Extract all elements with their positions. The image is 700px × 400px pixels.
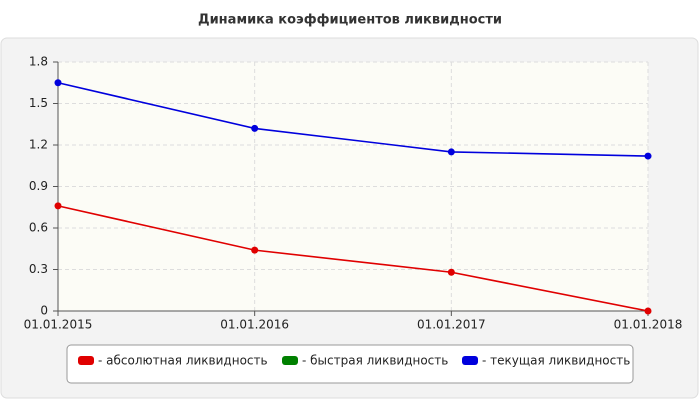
point (644, 152, 652, 160)
legend (66, 344, 634, 384)
point (447, 268, 455, 276)
legend-swatch (78, 356, 94, 365)
point (251, 246, 259, 254)
y-tick-label: 0.9 (29, 179, 48, 193)
x-tick-label: 01.01.2017 (417, 318, 486, 332)
chart-title: Динамика коэффициентов ликвидности (198, 13, 502, 28)
series-line (57, 81, 649, 157)
series-line (57, 205, 649, 312)
x-tick-label: 01.01.2016 (220, 318, 289, 332)
x-tick-label: 01.01.2018 (614, 318, 683, 332)
y-tick-label: 0.6 (29, 221, 48, 235)
point (447, 148, 455, 156)
point (54, 202, 62, 210)
point (251, 124, 259, 132)
point (54, 79, 62, 87)
legend-label: - абсолютная ликвидность (98, 354, 268, 368)
y-tick-label: 0.3 (29, 262, 48, 276)
legend-label: - текущая ликвидность (482, 354, 630, 368)
x-tick-label: 01.01.2015 (24, 318, 93, 332)
y-tick-label: 1.2 (29, 138, 48, 152)
legend-swatch (462, 356, 478, 365)
legend-label: - быстрая ликвидность (302, 354, 448, 368)
legend-swatch (282, 356, 298, 365)
y-tick-label: 0 (40, 304, 48, 318)
y-tick-label: 1.8 (29, 55, 48, 69)
point (644, 307, 652, 315)
y-tick-label: 1.5 (29, 96, 48, 110)
